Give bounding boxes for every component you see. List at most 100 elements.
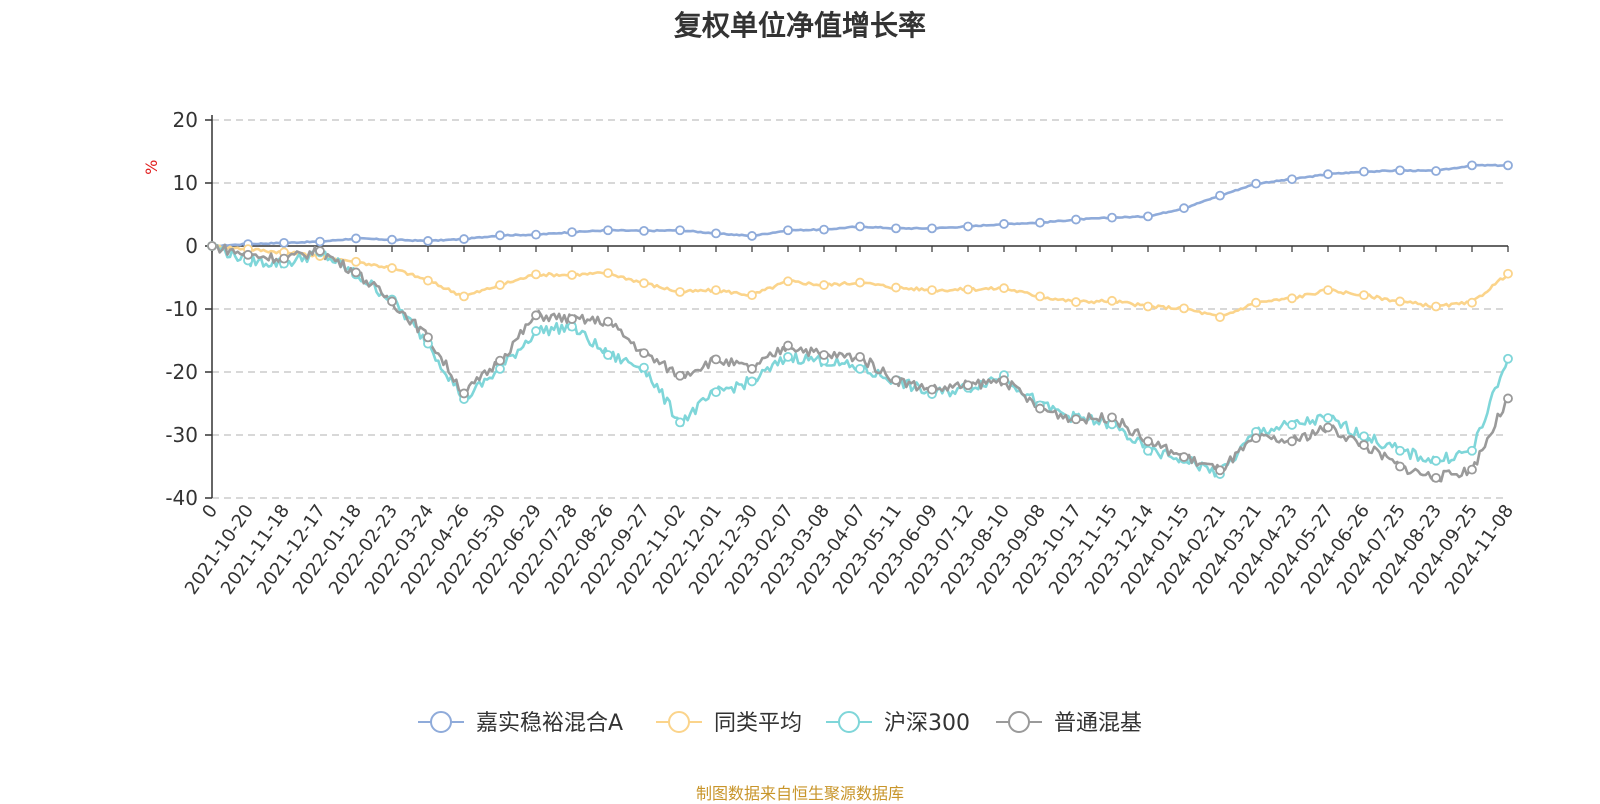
legend-marker [838, 711, 860, 733]
data-point [1179, 452, 1189, 462]
data-point [387, 296, 397, 307]
legend-item-3: 沪深300 [826, 711, 970, 736]
legend-item-1: 嘉实稳裕混合A [418, 711, 623, 736]
data-point [531, 326, 541, 336]
data-point [1467, 297, 1477, 308]
data-point [819, 224, 829, 235]
legend-label: 嘉实稳裕混合A [476, 711, 623, 736]
data-point [783, 351, 793, 362]
data-point [639, 362, 649, 373]
y-tick-label: -20 [165, 360, 198, 384]
x-tick-label: 0 [198, 501, 222, 522]
data-point [279, 253, 289, 264]
data-point [531, 310, 541, 321]
data-point [819, 350, 829, 360]
data-point [1251, 433, 1261, 444]
data-point [1035, 291, 1045, 302]
series-line-1 [211, 163, 1509, 248]
data-point [1215, 190, 1225, 201]
data-point [963, 380, 973, 391]
data-point [603, 350, 613, 360]
data-point [1287, 420, 1297, 430]
data-source-note: 制图数据来自恒生聚源数据库 [695, 784, 904, 803]
data-point [1359, 166, 1369, 177]
series-markers [207, 160, 1513, 483]
data-point [387, 234, 397, 245]
data-point [1503, 353, 1513, 364]
data-point [459, 234, 469, 244]
data-point [279, 237, 289, 248]
y-axis-unit: % [142, 160, 161, 175]
data-point [351, 256, 361, 267]
legend-marker [430, 711, 452, 733]
data-point [1323, 422, 1333, 433]
data-point [1395, 461, 1405, 472]
data-point [675, 370, 685, 381]
data-point [567, 314, 577, 324]
series-lines [211, 163, 1510, 483]
data-point [639, 278, 649, 289]
data-point [351, 233, 361, 244]
data-point [387, 263, 397, 273]
data-point [711, 285, 721, 296]
data-point [1359, 440, 1369, 450]
data-point [1503, 160, 1513, 171]
data-point [1323, 285, 1333, 296]
data-point [1287, 174, 1297, 185]
data-point [675, 287, 685, 297]
data-point [495, 280, 505, 290]
data-point [1035, 217, 1045, 228]
axes: 20100-10-20-30-40%02021-10-202021-11-182… [142, 108, 1518, 599]
legend-marker [668, 711, 690, 733]
legend-label: 普通混基 [1054, 711, 1142, 736]
data-point [927, 384, 937, 395]
data-point [675, 417, 685, 428]
data-point [603, 268, 613, 278]
data-point [1431, 166, 1441, 176]
data-point [1395, 165, 1405, 176]
data-point [1071, 414, 1081, 425]
data-point [351, 267, 361, 278]
data-point [783, 340, 793, 351]
data-point [1143, 436, 1153, 447]
y-tick-label: -10 [165, 297, 198, 321]
data-point [567, 227, 577, 238]
data-point [1143, 301, 1153, 312]
data-point [1503, 268, 1513, 279]
data-point [855, 363, 865, 374]
data-point [315, 236, 325, 247]
data-point [1143, 445, 1153, 456]
data-point [1107, 295, 1117, 306]
data-point [423, 236, 433, 246]
data-point [639, 348, 649, 359]
data-point [891, 282, 901, 293]
data-point [675, 225, 685, 236]
data-point [1359, 431, 1369, 442]
y-tick-label: -30 [165, 423, 198, 447]
line-chart: 20100-10-20-30-40%02021-10-202021-11-182… [142, 108, 1518, 736]
data-point [423, 332, 433, 343]
data-point [1107, 412, 1117, 423]
legend-item-2: 同类平均 [656, 711, 802, 736]
data-point [1071, 297, 1081, 307]
data-point [423, 275, 433, 286]
data-point [783, 276, 793, 287]
data-point [891, 375, 901, 386]
data-point [747, 376, 757, 387]
data-point [819, 280, 829, 290]
y-tick-label: -40 [165, 486, 198, 510]
data-point [567, 270, 577, 280]
data-point [531, 229, 541, 240]
data-point [1251, 297, 1261, 308]
data-point [1215, 465, 1225, 476]
y-tick-label: 20 [173, 108, 198, 132]
data-point [783, 225, 793, 236]
legend-label: 同类平均 [714, 711, 802, 736]
data-point [1431, 472, 1441, 483]
data-point [243, 249, 253, 260]
data-point [1467, 160, 1477, 171]
data-point [747, 231, 757, 241]
data-point [495, 363, 505, 374]
data-point [1251, 178, 1261, 189]
data-point [207, 241, 217, 251]
